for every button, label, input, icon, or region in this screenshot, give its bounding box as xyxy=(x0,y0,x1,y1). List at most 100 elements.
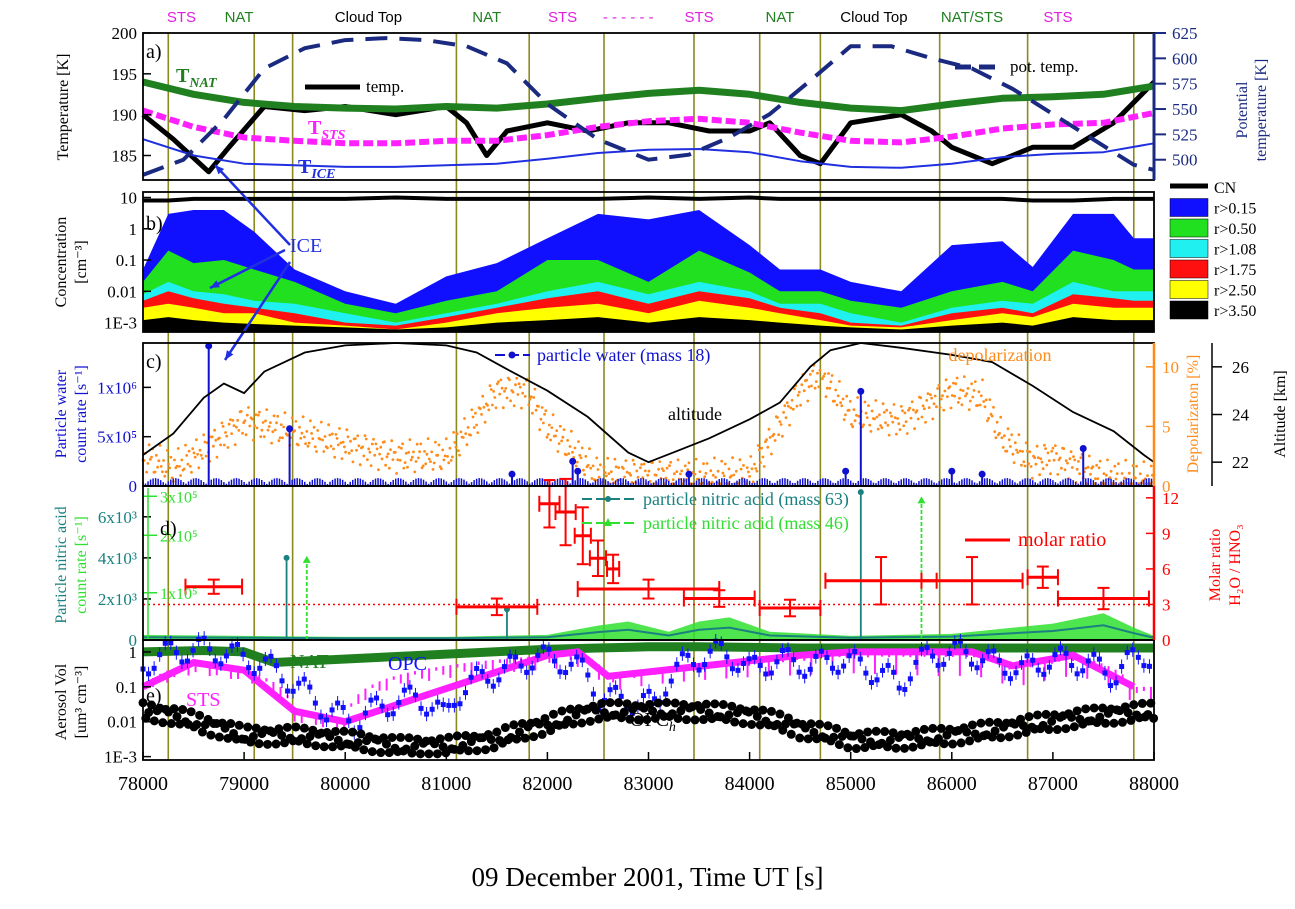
opc-point xyxy=(969,661,975,667)
depolarization-dot xyxy=(602,465,606,469)
opch-point xyxy=(1044,725,1054,735)
depolarization-dot xyxy=(1113,464,1117,468)
depolarization-dot xyxy=(531,411,534,415)
series-line-t-nat xyxy=(142,78,1155,115)
depolarization-dot xyxy=(210,435,214,439)
depolarization-dot xyxy=(983,405,987,409)
opc-point xyxy=(557,669,563,675)
depolarization-dot xyxy=(759,461,762,464)
panel-c-ytick-depol-label: 0 xyxy=(1162,477,1171,496)
panel-b-frame xyxy=(142,191,1155,333)
depolarization-dot xyxy=(842,418,846,421)
opc-point xyxy=(590,691,596,697)
opch-point xyxy=(243,722,253,732)
opc-point xyxy=(285,688,291,694)
depolarization-dot xyxy=(607,472,611,475)
particle-water-point xyxy=(508,470,516,478)
panel-c-ylabel-line2: count rate [s⁻¹] xyxy=(73,365,90,463)
opc-point xyxy=(190,647,196,653)
depolarization-dot xyxy=(892,403,896,406)
depolarization-dot xyxy=(364,437,368,441)
depolarization-dot xyxy=(472,426,476,429)
depolarization-dot xyxy=(995,420,999,424)
depolarization-dot xyxy=(925,399,929,402)
opch-point xyxy=(415,749,425,759)
depolarization-dot xyxy=(367,447,371,451)
depolarization-dot xyxy=(158,444,162,447)
depolarization-dot xyxy=(781,434,784,438)
depolarization-dot xyxy=(990,414,994,418)
depolarization-dot xyxy=(304,442,307,446)
depolarization-dot xyxy=(275,421,278,425)
opc-point xyxy=(807,666,813,672)
opch-point xyxy=(948,739,958,749)
depolarization-dot xyxy=(880,426,884,429)
depolarization-dot xyxy=(614,465,618,469)
depolarization-dot xyxy=(921,404,925,408)
panel-c-ytick-altitude-label: 24 xyxy=(1232,406,1250,425)
depolarization-dot xyxy=(469,433,472,437)
legend-temp-label: temp. xyxy=(366,77,404,96)
depolarization-dot xyxy=(575,460,579,464)
depolarization-dot xyxy=(335,437,339,440)
depolarization-dot xyxy=(562,428,566,431)
legend-hno3-63-label: particle nitric acid (mass 63) xyxy=(643,489,849,510)
opch-point xyxy=(169,704,179,714)
depolarization-dot xyxy=(673,472,676,476)
legend-swatch-r-2-50 xyxy=(1169,280,1209,299)
depolarization-dot xyxy=(505,396,509,400)
opc-point xyxy=(162,640,168,646)
depolarization-dot xyxy=(235,425,238,429)
depolarization-dot xyxy=(256,413,260,417)
depolarization-dot xyxy=(298,425,301,429)
opch-point xyxy=(424,749,434,759)
depolarization-dot xyxy=(1050,449,1054,453)
depolarization-dot xyxy=(148,458,152,461)
depolarization-dot xyxy=(1079,456,1083,460)
depolarization-dot xyxy=(770,452,773,456)
depolarization-dot xyxy=(648,480,652,483)
depolarization-dot xyxy=(558,424,562,428)
depolarization-dot xyxy=(958,396,961,400)
depolarization-dot xyxy=(698,470,702,473)
depolarization-dot xyxy=(1036,456,1040,460)
depolarization-dot xyxy=(1043,443,1046,447)
depolarization-dot xyxy=(750,467,754,471)
depolarization-dot xyxy=(1089,472,1092,476)
hno3-63-point xyxy=(283,554,290,561)
depolarization-dot xyxy=(1073,458,1077,462)
opch-point xyxy=(928,723,938,733)
depolarization-dot xyxy=(1015,448,1018,452)
depolarization-dot xyxy=(629,473,633,477)
x-tick-label: 85000 xyxy=(826,773,876,795)
opc-point xyxy=(857,656,863,662)
legend-label-r-1-08: r>1.08 xyxy=(1214,242,1256,259)
depolarization-dot xyxy=(508,378,511,382)
legend-hno3-46-label: particle nitric acid (mass 46) xyxy=(643,513,849,534)
opch-point xyxy=(299,723,309,733)
depolarization-dot xyxy=(622,467,625,470)
depolarization-dot xyxy=(596,468,600,471)
opch-point xyxy=(648,706,658,716)
depolarization-dot xyxy=(919,396,923,400)
opc-point xyxy=(957,638,963,644)
segment-label-9: NAT/STS xyxy=(941,9,1003,26)
opc-point xyxy=(1069,663,1075,669)
opch-point xyxy=(1061,724,1071,734)
depolarization-dot xyxy=(1091,465,1095,468)
depolarization-dot xyxy=(431,468,435,471)
opch-point xyxy=(747,719,757,729)
depolarization-dot xyxy=(182,467,186,471)
depolarization-dot xyxy=(749,455,753,458)
depolarization-dot xyxy=(788,423,791,427)
opc-point xyxy=(1013,670,1019,676)
opch-point xyxy=(376,748,386,758)
opc-point xyxy=(362,710,368,716)
depolarization-dot xyxy=(162,459,166,462)
hno3-63-point xyxy=(857,489,864,496)
opc-point xyxy=(835,669,841,675)
depolarization-dot xyxy=(243,419,247,423)
depolarization-dot xyxy=(528,397,532,401)
opc-point xyxy=(952,639,958,645)
depolarization-dot xyxy=(459,430,463,434)
